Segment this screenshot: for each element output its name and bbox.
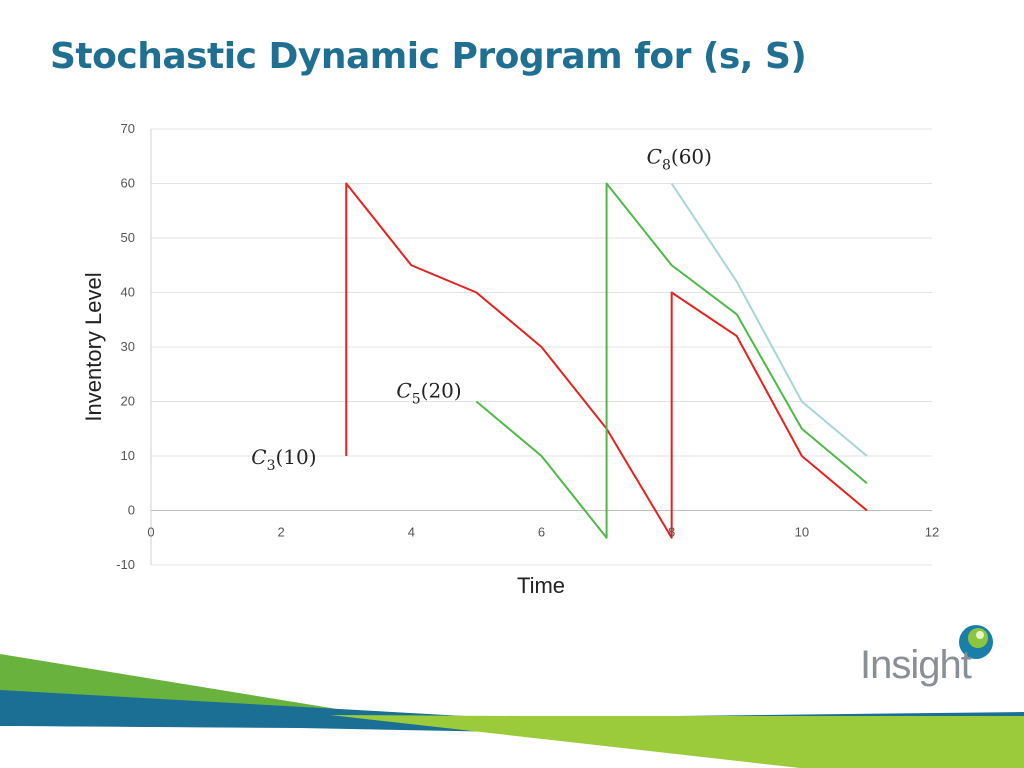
x-axis-title: Time: [517, 573, 565, 598]
y-tick-label-5: 40: [121, 285, 135, 300]
axes: [150, 129, 932, 565]
y-tick-label-8: 70: [121, 121, 135, 136]
annotations: C3(10) C5(20) C8(60): [251, 145, 712, 475]
insight-logo-text: Insight: [860, 643, 972, 687]
footer-blue-lower: [0, 726, 600, 768]
y-axis-title: Inventory Level: [81, 272, 106, 421]
annotation-label-2: C8(60): [647, 145, 712, 174]
annotation-label-1: C5(20): [396, 379, 461, 408]
series-line-1: [475, 182, 868, 539]
x-tick-label-4: 8: [668, 525, 675, 540]
x-tick-label-1: 2: [278, 525, 285, 540]
x-tick-label-6: 12: [925, 525, 939, 540]
x-tick-label-5: 10: [795, 525, 809, 540]
footer-lime-band: [330, 715, 1024, 768]
insight-logo-icon: [959, 625, 993, 659]
y-tick-label-1: 0: [128, 503, 135, 518]
slide-title: Stochastic Dynamic Program for (s, S): [50, 36, 807, 77]
series-line-2: [670, 182, 868, 457]
x-tick-label-3: 6: [538, 525, 545, 540]
tick-labels: -10 0 10 20 30 40 50 60 70 0 2 4 6 8 10 12: [116, 121, 939, 572]
y-tick-label-6: 50: [121, 230, 135, 245]
y-tick-label-4: 30: [121, 339, 135, 354]
x-tick-label-0: 0: [147, 525, 154, 540]
y-tick-label-7: 60: [121, 176, 135, 191]
y-tick-label-0: -10: [116, 557, 135, 572]
series-layer: [345, 182, 868, 539]
y-tick-label-3: 20: [121, 394, 135, 409]
annotation-label-0: C3(10): [251, 445, 316, 474]
x-tick-label-2: 4: [408, 525, 415, 540]
y-tick-label-2: 10: [121, 448, 135, 463]
